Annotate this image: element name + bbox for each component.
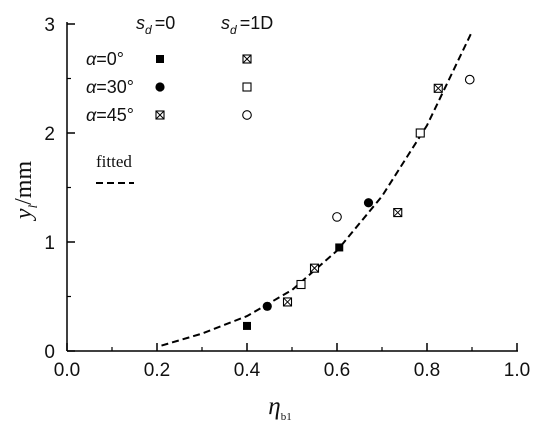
- legend-label-alpha30: α=30°: [86, 77, 134, 97]
- legend: sd =0 sd =1D α=0° α=30° α=45° fitted: [86, 13, 273, 184]
- y-tick-label: 2: [44, 124, 55, 145]
- data-point-square-crossed: [282, 297, 293, 307]
- x-tick-label: 0.0: [54, 360, 80, 381]
- legend-label-alpha45: α=45°: [86, 105, 134, 125]
- legend-marker-square-open: [242, 82, 252, 92]
- y-tick-label: 0: [44, 342, 55, 363]
- axis-ticks: [66, 23, 518, 352]
- x-tick-label: 0.2: [144, 360, 170, 381]
- data-point-square-crossed: [393, 208, 403, 218]
- data-point-square-filled: [335, 243, 344, 252]
- y-tick-label: 3: [44, 15, 55, 36]
- data-point-square-filled: [243, 321, 251, 330]
- legend-marker-square-crossed: [155, 110, 165, 120]
- legend-marker-square-crossed: [242, 54, 252, 64]
- x-tick-label: 1.0: [504, 360, 530, 381]
- data-point-circle-open: [464, 74, 475, 85]
- legend-marker-circle-open: [242, 110, 252, 120]
- x-tick-label: 0.6: [324, 360, 350, 381]
- x-tick-label: 0.8: [414, 360, 440, 381]
- legend-header-sd0: sd =0: [136, 13, 175, 37]
- data-point-square-crossed: [433, 83, 443, 93]
- legend-marker-square-filled: [156, 55, 164, 63]
- data-point-circle-filled: [262, 301, 272, 311]
- data-points: [243, 74, 475, 330]
- tick-labels: 0.0 0.2 0.4 0.6 0.8 1.0 0 1 2 3: [44, 15, 530, 381]
- legend-label-alpha0: α=0°: [86, 49, 124, 69]
- y-tick-label: 1: [44, 233, 55, 254]
- fitted-curve: [161, 31, 473, 347]
- fitted-curve-group: [161, 31, 473, 347]
- legend-markers: [155, 54, 252, 120]
- data-point-circle-open: [332, 212, 342, 222]
- data-point-circle-filled: [363, 198, 374, 208]
- x-tick-label: 0.4: [234, 360, 261, 381]
- y-axis-title: yl/mm: [11, 161, 40, 222]
- x-axis-title: ηb1: [268, 393, 291, 423]
- legend-header-sd1d: sd =1D: [221, 13, 273, 37]
- legend-label-fitted: fitted: [96, 152, 132, 171]
- data-point-square-open: [296, 279, 306, 290]
- legend-marker-circle-filled: [155, 82, 165, 92]
- data-point-square-crossed: [309, 263, 320, 273]
- data-point-square-open: [415, 128, 425, 138]
